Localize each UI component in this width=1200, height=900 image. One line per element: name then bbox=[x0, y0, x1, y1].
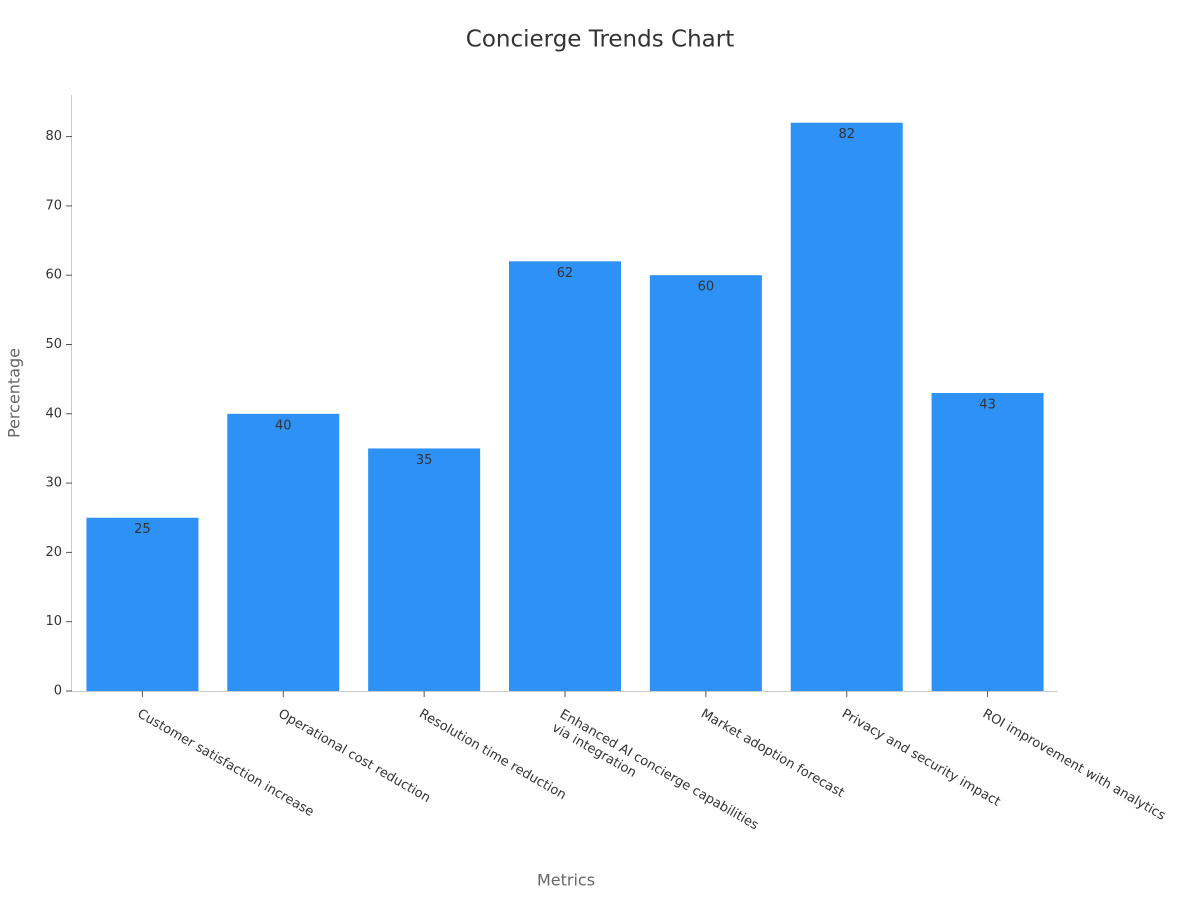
bar-value-label: 62 bbox=[557, 266, 574, 281]
bar-value-label: 35 bbox=[416, 453, 433, 468]
bar bbox=[86, 517, 199, 691]
x-tick-label: Market adoption forecast bbox=[698, 707, 847, 801]
bar bbox=[790, 122, 903, 691]
y-tick-label: 80 bbox=[45, 129, 62, 144]
x-axis-title: Metrics bbox=[537, 871, 595, 890]
y-axis-title: Percentage bbox=[5, 348, 24, 438]
y-tick-label: 0 bbox=[54, 684, 62, 699]
y-tick-label: 30 bbox=[45, 476, 62, 491]
bar-value-label: 25 bbox=[134, 522, 151, 537]
y-tick-label: 70 bbox=[45, 198, 62, 213]
y-tick-label: 10 bbox=[45, 614, 62, 629]
bar-value-label: 60 bbox=[698, 280, 715, 295]
bar-value-label: 82 bbox=[838, 127, 855, 142]
y-tick-label: 40 bbox=[45, 406, 62, 421]
x-tick-label: Operational cost reduction bbox=[276, 707, 433, 807]
chart-title: Concierge Trends Chart bbox=[466, 27, 734, 53]
y-tick-label: 60 bbox=[45, 268, 62, 283]
bar bbox=[649, 275, 762, 691]
bar bbox=[227, 413, 340, 691]
x-tick-label: Resolution time reduction bbox=[416, 707, 568, 804]
y-tick-label: 50 bbox=[45, 337, 62, 352]
x-tick-label: Privacy and security impact bbox=[839, 707, 1003, 810]
bar-value-label: 43 bbox=[979, 398, 996, 413]
bar-value-label: 40 bbox=[275, 418, 292, 433]
bar bbox=[931, 393, 1044, 691]
y-tick-label: 20 bbox=[45, 545, 62, 560]
bar bbox=[368, 448, 481, 691]
x-tick-label: ROI improvement with analytics bbox=[980, 707, 1168, 824]
bar bbox=[509, 261, 621, 691]
